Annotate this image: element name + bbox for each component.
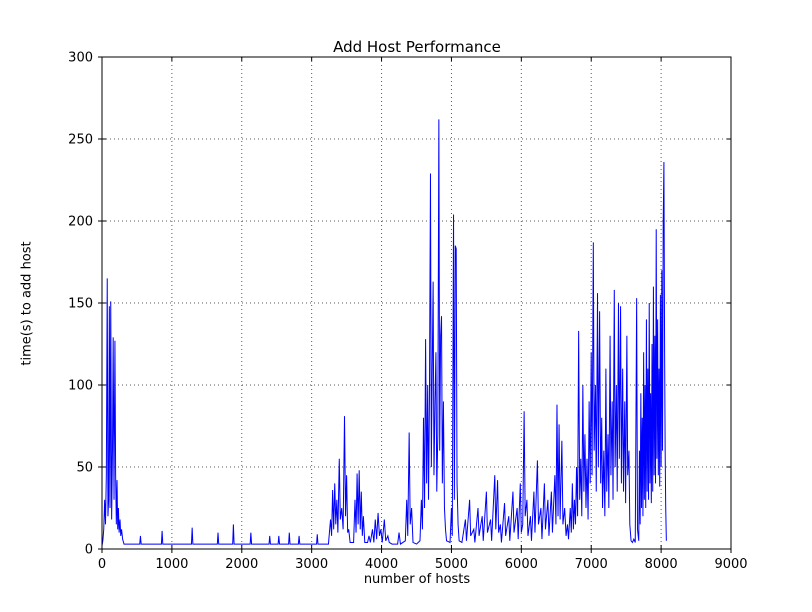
y-axis-label: time(s) to add host <box>19 241 35 366</box>
y-tick-label: 0 <box>85 543 93 558</box>
chart-title: Add Host Performance <box>333 38 501 56</box>
x-tick-label: 5000 <box>435 557 468 572</box>
x-tick-label: 8000 <box>645 557 678 572</box>
y-tick-label: 50 <box>76 461 93 476</box>
y-tick-label: 100 <box>68 379 93 394</box>
x-tick-label: 3000 <box>295 557 328 572</box>
x-tick-label: 7000 <box>575 557 608 572</box>
x-tick-label: 2000 <box>225 557 258 572</box>
x-tick-label: 9000 <box>714 557 747 572</box>
x-axis-label: number of hosts <box>363 572 471 587</box>
y-tick-label: 200 <box>68 215 93 230</box>
y-tick-label: 150 <box>68 297 93 312</box>
y-tick-label: 250 <box>68 133 93 148</box>
data-line <box>101 119 667 546</box>
x-tick-label: 1000 <box>155 557 188 572</box>
x-tick-label: 0 <box>98 557 106 572</box>
x-tick-label: 6000 <box>505 557 538 572</box>
x-tick-label: 4000 <box>365 557 398 572</box>
y-tick-label: 300 <box>68 51 93 66</box>
